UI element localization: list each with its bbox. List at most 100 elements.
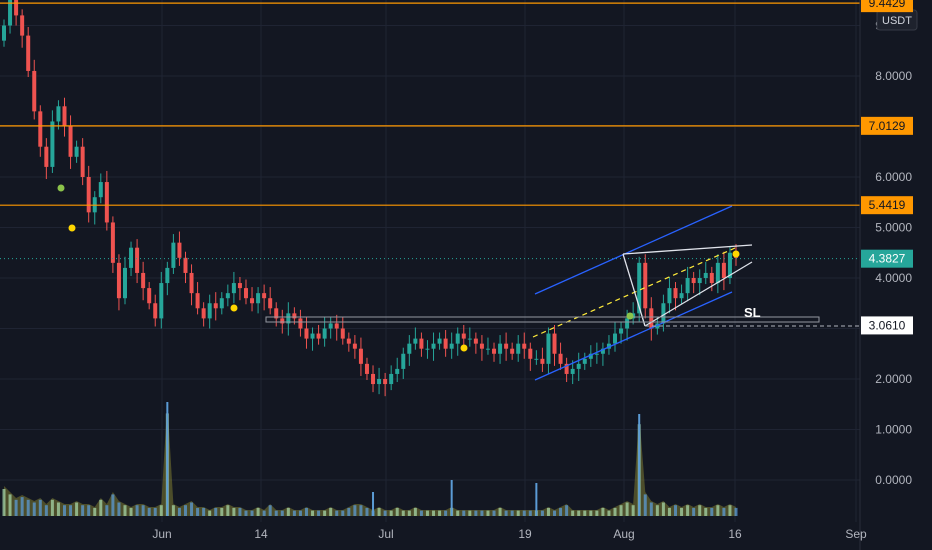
wedge-upper-line[interactable] [622,244,753,255]
volume-bar [311,510,315,516]
volume-bar [2,489,6,516]
volume-bar [619,505,623,516]
volume-bar [190,502,194,516]
candle-body [467,338,472,340]
volume-bar [153,507,157,516]
candle-body [425,348,430,350]
volume-bar [196,507,200,516]
price-tick-label: 6.0000 [875,170,912,184]
candle-body [207,303,212,319]
volume-bar [498,507,502,516]
wedge-left-edge[interactable] [622,253,646,327]
candle-body [231,283,236,294]
volume-bar [329,507,333,516]
candle-body [26,35,31,71]
candle-body [395,368,400,374]
volume-bar [607,510,611,516]
volume-bar [50,499,54,516]
candle-body [177,242,182,258]
price-axis[interactable]: 9.00008.00007.00006.00005.00004.00003.00… [859,0,918,550]
candle-body [431,343,436,349]
candle-body [697,278,702,284]
candle-body [473,338,478,344]
time-axis[interactable]: Jun 14 Jul 19 Aug 16 Sep [152,527,867,541]
candle-body [292,313,297,319]
volume-bar [716,505,720,516]
volume-bar [159,505,163,516]
volume-bar [583,510,587,516]
candle-body [256,293,261,304]
volume-bar [232,507,236,516]
candle-body [613,333,618,344]
volume-bar [692,507,696,516]
volume-bar [183,505,187,516]
candle-body [455,333,460,344]
volume-bar [401,510,405,516]
candle-body [213,303,218,309]
volume-bar [32,502,36,516]
volume-bar [171,505,175,516]
volume-bar [438,510,442,516]
volume-bar [123,505,127,516]
time-tick-label: Jun [152,527,171,541]
candle-body [274,308,279,319]
volume-bar [516,510,520,516]
volume-bar [214,507,218,516]
candle-body [552,333,557,354]
candle-body [8,0,13,26]
time-tick-label: Jul [378,527,393,541]
candle-body [606,343,611,349]
candle-body [407,343,412,354]
volume-bar [425,510,429,516]
volume-bar [298,510,302,516]
candle-body [129,247,134,268]
candle-body [637,262,642,314]
candle-body [322,328,327,339]
drawings[interactable]: SL [57,184,861,381]
price-tag [861,196,913,215]
horizontal-levels[interactable] [0,2,860,260]
candlesticks [2,0,738,397]
volume-bar [20,497,24,516]
volume-bar [595,510,599,516]
candle-body [437,338,442,344]
volume-bar [504,510,508,516]
channel-upper-line[interactable] [534,205,733,295]
candle-body [195,293,200,309]
candle-body [709,272,714,284]
volume-bar [93,507,97,516]
channel-lower-line[interactable] [534,291,733,381]
volume-bar [704,507,708,516]
volume-bar [565,505,569,516]
candle-body [38,111,43,147]
volume-bars [2,402,738,516]
candle-body [280,318,285,324]
support-zone-box[interactable] [265,316,820,323]
volume-bar [613,507,617,516]
candle-body [643,262,648,309]
volume-bar [274,510,278,516]
volume-bar [75,502,79,516]
time-tick-label: 16 [728,527,742,541]
volume-bar [419,510,423,516]
candle-body [268,298,273,309]
candle-body [485,348,490,350]
candle-body [619,328,624,334]
price-tag [861,0,913,13]
candle-body [110,222,115,263]
stop-loss-label: SL [744,305,761,320]
candle-body [492,348,497,354]
volume-bar [87,505,91,516]
candle-body [588,353,593,359]
volume-bar [38,499,42,516]
volume-bar [686,505,690,516]
volume-bar [407,510,411,516]
candle-body [419,338,424,349]
price-tag-label: 7.0129 [869,119,906,133]
volume-bar [280,510,284,516]
volume-bar [655,505,659,516]
candle-body [576,363,581,369]
volume-bar [601,507,605,516]
wedge-lower-line[interactable] [644,261,753,327]
